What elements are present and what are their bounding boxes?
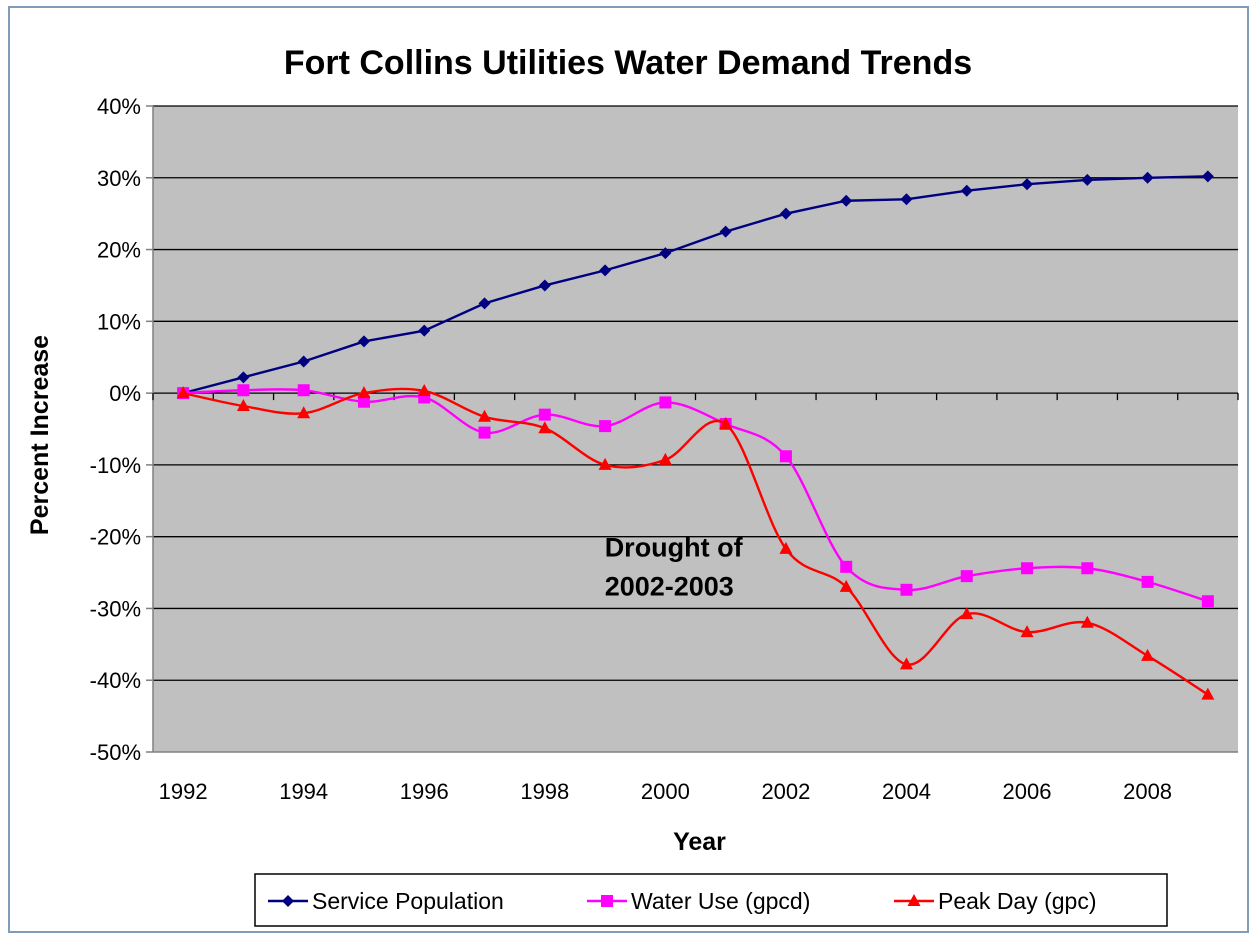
drought-annotation-line1: Drought of: [605, 533, 744, 563]
data-point-peak-day: [960, 607, 974, 620]
data-point-peak-day: [658, 452, 672, 465]
x-tick-label: 2008: [1123, 779, 1172, 804]
data-point-service-population: [659, 247, 672, 260]
annotations: Drought of 2002-2003: [605, 533, 744, 602]
data-point-peak-day: [236, 399, 250, 412]
data-point-service-population: [1201, 170, 1214, 183]
data-point-service-population: [1141, 171, 1154, 184]
data-point-water-use: [659, 396, 672, 409]
y-tick-label: -10%: [90, 453, 141, 478]
data-point-service-population: [418, 324, 431, 337]
y-axis-title: Percent Increase: [26, 335, 54, 535]
data-point-peak-day: [1080, 615, 1094, 628]
data-point-peak-day: [839, 579, 853, 592]
data-point-peak-day: [297, 406, 311, 419]
chart-title: Fort Collins Utilities Water Demand Tren…: [284, 44, 972, 82]
data-point-service-population: [237, 371, 250, 384]
data-point-peak-day: [1201, 687, 1215, 700]
drought-annotation-line2: 2002-2003: [605, 572, 734, 602]
series-peak-day: [176, 383, 1215, 700]
data-point-service-population: [719, 225, 732, 238]
data-point-water-use: [538, 408, 551, 421]
data-point-service-population: [840, 194, 853, 207]
legend-label-water-use: Water Use (gpcd): [631, 888, 810, 914]
y-tick-label: -50%: [90, 740, 141, 765]
data-point-water-use: [237, 384, 250, 397]
legend-marker-service-population: [282, 895, 294, 907]
data-point-service-population: [779, 207, 792, 220]
y-tick-label: -30%: [90, 596, 141, 621]
x-tick-label: 1998: [520, 779, 569, 804]
x-tick-label: 2004: [882, 779, 931, 804]
x-axis-title: Year: [673, 828, 726, 856]
data-point-service-population: [1081, 173, 1094, 186]
data-point-water-use: [1141, 575, 1154, 588]
data-point-service-population: [478, 297, 491, 310]
x-tick-label: 2006: [1003, 779, 1052, 804]
data-point-service-population: [297, 355, 310, 368]
legend-box: [254, 873, 1168, 927]
legend-label-peak-day: Peak Day (gpc): [938, 888, 1097, 914]
y-tick-label: 0%: [109, 381, 141, 406]
data-point-water-use: [960, 570, 973, 583]
data-point-service-population: [960, 184, 973, 197]
data-point-water-use: [599, 420, 612, 433]
data-point-water-use: [900, 583, 913, 596]
axes: 40% 30% 20% 10% 0% -10% -20% -30% -40% -50% 1992 19…: [90, 94, 1239, 804]
series-line-service-population: [182, 175, 1208, 395]
data-point-peak-day: [779, 541, 793, 554]
x-tick-label: 2002: [761, 779, 810, 804]
data-point-service-population: [538, 279, 551, 292]
data-point-peak-day: [1141, 648, 1155, 661]
data-point-peak-day: [176, 386, 190, 399]
x-tick-label: 2000: [641, 779, 690, 804]
data-point-peak-day: [417, 383, 431, 396]
data-point-service-population: [900, 193, 913, 206]
x-tick-label: 1996: [400, 779, 449, 804]
y-tick-label: -40%: [90, 668, 141, 693]
data-point-water-use: [1201, 595, 1214, 608]
series-layer: [176, 170, 1215, 700]
y-tick-label: -20%: [90, 525, 141, 550]
data-point-service-population: [357, 335, 370, 348]
data-point-water-use: [357, 395, 370, 408]
data-point-peak-day: [899, 657, 913, 670]
legend-label-service-population: Service Population: [312, 888, 504, 914]
data-point-peak-day: [357, 386, 371, 399]
data-point-peak-day: [538, 421, 552, 434]
legend: Service Population Water Use (gpcd) Peak…: [254, 873, 1168, 927]
x-tick-label: 1994: [279, 779, 328, 804]
legend-marker-peak-day: [907, 894, 921, 906]
y-tick-label: 40%: [97, 94, 141, 119]
data-point-peak-day: [478, 409, 492, 422]
chart-canvas: Fort Collins Utilities Water Demand Tren…: [26, 44, 1239, 927]
chart-frame: Fort Collins Utilities Water Demand Tren…: [8, 6, 1249, 933]
data-point-water-use: [779, 450, 792, 463]
y-tick-label: 10%: [97, 309, 141, 334]
data-point-water-use: [1021, 562, 1034, 575]
y-tick-label: 30%: [97, 166, 141, 191]
data-point-service-population: [599, 264, 612, 277]
plot-area: [153, 106, 1238, 752]
data-point-water-use: [478, 426, 491, 439]
data-point-water-use: [1081, 562, 1094, 575]
data-point-peak-day: [719, 416, 733, 429]
x-tick-label: 1992: [159, 779, 208, 804]
data-point-service-population: [1021, 178, 1034, 191]
data-point-peak-day: [598, 457, 612, 470]
data-point-water-use: [840, 560, 853, 573]
data-point-water-use: [297, 384, 310, 397]
legend-marker-water-use: [601, 895, 613, 907]
y-tick-label: 20%: [97, 238, 141, 263]
data-point-peak-day: [1020, 625, 1034, 638]
series-service-population: [177, 170, 1214, 400]
